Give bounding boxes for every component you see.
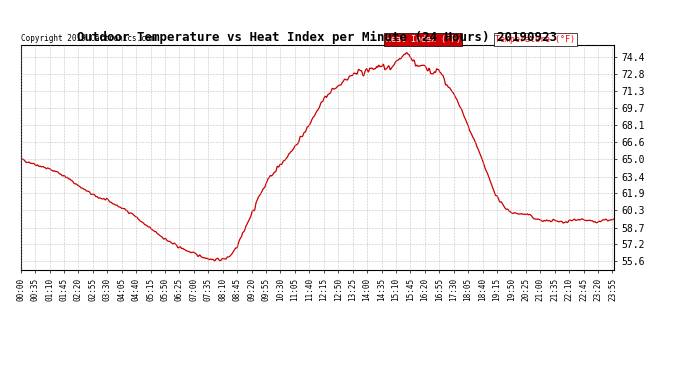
Title: Outdoor Temperature vs Heat Index per Minute (24 Hours) 20190923: Outdoor Temperature vs Heat Index per Mi… bbox=[77, 31, 558, 44]
Text: Copyright 2019 Cartronics.com: Copyright 2019 Cartronics.com bbox=[21, 34, 155, 43]
Text: Heat Index (°F): Heat Index (°F) bbox=[386, 35, 461, 44]
Text: Temperature (°F): Temperature (°F) bbox=[495, 35, 575, 44]
